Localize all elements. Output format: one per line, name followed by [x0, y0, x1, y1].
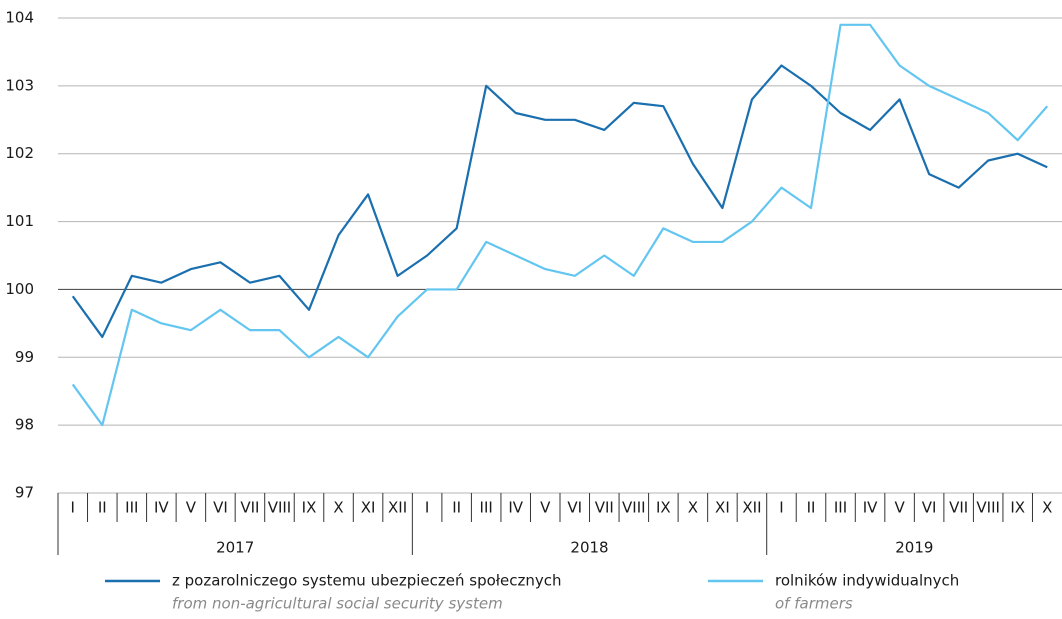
x-tick-label: IX	[302, 499, 317, 517]
x-tick-label: I	[779, 499, 783, 517]
x-tick-label: II	[807, 499, 816, 517]
x-tick-label: X	[1042, 499, 1052, 517]
x-tick-label: IX	[1010, 499, 1025, 517]
x-tick-label: IV	[154, 499, 169, 517]
series-line	[71, 23, 1049, 427]
y-tick-label: 102	[5, 144, 34, 162]
y-tick-label: 99	[15, 348, 34, 366]
x-tick-label: III	[125, 499, 138, 517]
x-tick-label: X	[688, 499, 698, 517]
x-tick-label: VI	[922, 499, 937, 517]
y-tick-label: 103	[5, 76, 34, 94]
x-tick-label: VII	[949, 499, 968, 517]
y-tick-label: 100	[5, 280, 34, 298]
x-group-label: 2017	[216, 539, 254, 557]
x-tick-label: XI	[361, 499, 376, 517]
x-tick-label: II	[452, 499, 461, 517]
x-tick-label: XII	[388, 499, 407, 517]
x-tick-label: VII	[595, 499, 614, 517]
y-tick-label: 101	[5, 212, 34, 230]
series-line	[71, 64, 1048, 339]
x-tick-label: I	[71, 499, 75, 517]
x-tick-label: XI	[715, 499, 730, 517]
y-tick-label: 98	[15, 416, 34, 434]
x-tick-label: IV	[863, 499, 878, 517]
x-tick-label: IV	[508, 499, 523, 517]
x-tick-label: V	[540, 499, 551, 517]
x-tick-label: VI	[213, 499, 228, 517]
x-tick-label: I	[425, 499, 429, 517]
x-tick-label: VIII	[976, 499, 1000, 517]
x-tick-label: X	[333, 499, 343, 517]
legend-label: rolników indywidualnych	[775, 572, 959, 590]
y-tick-label: 97	[15, 484, 34, 502]
legend-label: z pozarolniczego systemu ubezpieczeń spo…	[172, 572, 562, 590]
x-tick-label: VII	[240, 499, 259, 517]
x-group-label: 2018	[570, 539, 608, 557]
x-tick-label: II	[98, 499, 107, 517]
x-tick-label: XII	[742, 499, 761, 517]
x-tick-label: V	[186, 499, 197, 517]
x-tick-label: III	[834, 499, 847, 517]
x-tick-label: VI	[567, 499, 582, 517]
y-tick-label: 104	[5, 9, 34, 27]
x-group-label: 2019	[895, 539, 933, 557]
x-tick-label: V	[894, 499, 905, 517]
legend-label-en: of farmers	[775, 595, 853, 613]
x-tick-label: III	[480, 499, 493, 517]
legend-label-en: from non-agricultural social security sy…	[172, 595, 503, 613]
x-tick-label: VIII	[268, 499, 292, 517]
x-tick-label: IX	[656, 499, 671, 517]
x-tick-label: VIII	[622, 499, 646, 517]
